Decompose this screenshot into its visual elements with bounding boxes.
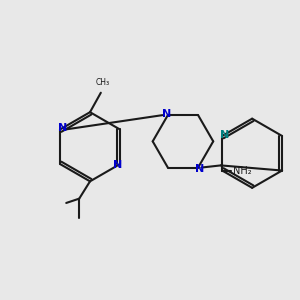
Text: N: N bbox=[58, 123, 67, 134]
Text: N: N bbox=[162, 109, 171, 119]
Text: N: N bbox=[220, 130, 229, 140]
Text: N: N bbox=[195, 164, 204, 174]
Text: N: N bbox=[113, 160, 122, 170]
Text: CH₃: CH₃ bbox=[96, 78, 110, 87]
Text: NH₂: NH₂ bbox=[233, 166, 252, 176]
